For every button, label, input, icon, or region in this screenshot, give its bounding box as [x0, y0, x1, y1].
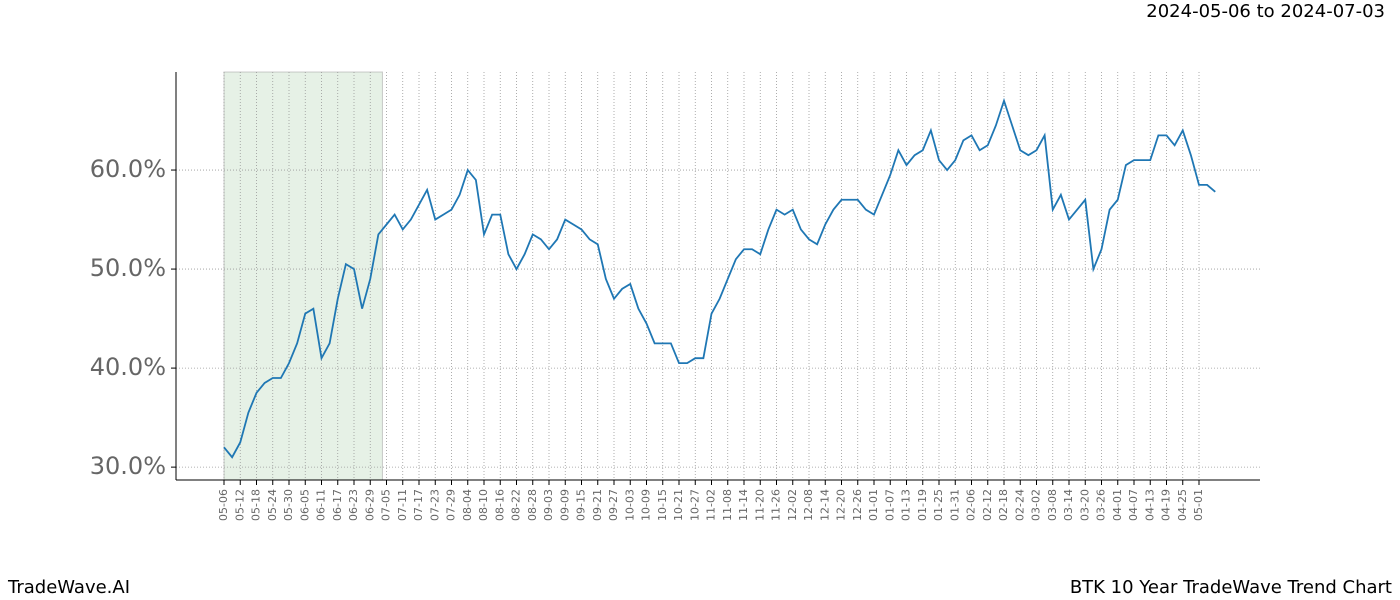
x-tick-label: 05-06 [217, 489, 230, 521]
x-tick-label: 09-27 [607, 489, 620, 521]
x-tick-label: 12-08 [802, 489, 815, 521]
x-tick-label: 07-11 [396, 489, 409, 521]
x-tick-label: 12-14 [818, 489, 831, 521]
x-tick-label: 02-24 [1013, 489, 1026, 521]
x-tick-label: 02-06 [965, 489, 978, 521]
x-tick-label: 09-21 [591, 489, 604, 521]
x-tick-label: 05-12 [233, 489, 246, 521]
x-tick-label: 08-22 [510, 489, 523, 521]
x-tick-label: 05-30 [282, 489, 295, 521]
x-tick-label: 04-25 [1176, 489, 1189, 521]
footer-brand: TradeWave.AI [7, 577, 130, 598]
x-tick-label: 11-08 [721, 489, 734, 521]
x-tick-label: 06-17 [331, 489, 344, 521]
x-tick-label: 10-09 [640, 489, 653, 521]
y-tick-label: 50.0% [90, 254, 166, 282]
x-tick-label: 08-04 [461, 489, 474, 521]
x-tick-label: 04-13 [1143, 489, 1156, 521]
trend-line [223, 97, 1216, 459]
x-tick-label: 12-02 [786, 489, 799, 521]
x-tick-label: 07-29 [445, 489, 458, 521]
y-tick-label: 30.0% [90, 452, 166, 480]
x-tick-label: 04-01 [1111, 489, 1124, 521]
x-tick-label: 09-09 [558, 489, 571, 521]
x-tick-label: 02-12 [981, 489, 994, 521]
x-tick-label: 05-01 [1192, 489, 1205, 521]
x-tick-label: 03-20 [1078, 489, 1091, 521]
x-tick-label: 01-01 [867, 489, 880, 521]
x-tick-label: 08-28 [526, 489, 539, 521]
x-tick-label: 11-14 [737, 489, 750, 521]
x-tick-label: 12-26 [851, 489, 864, 521]
x-tick-label: 12-20 [835, 489, 848, 521]
x-tick-label: 10-27 [688, 489, 701, 521]
footer-title: BTK 10 Year TradeWave Trend Chart [1070, 577, 1392, 598]
x-tick-label: 07-17 [412, 489, 425, 521]
x-tick-label: 08-16 [493, 489, 506, 521]
x-tick-label: 11-26 [770, 489, 783, 521]
x-tick-label: 05-18 [250, 489, 263, 521]
x-tick-label: 01-31 [948, 489, 961, 521]
x-tick-label: 07-23 [428, 489, 441, 521]
date-range: 2024-05-06 to 2024-07-03 [1146, 1, 1385, 22]
highlight-region [223, 71, 383, 481]
x-tick-label: 10-21 [672, 489, 685, 521]
x-tick-label: 11-20 [753, 489, 766, 521]
x-tick-label: 04-07 [1127, 489, 1140, 521]
y-tick-label: 40.0% [90, 353, 166, 381]
x-tick-label: 03-14 [1062, 489, 1075, 521]
x-tick-label: 01-25 [932, 489, 945, 521]
y-tick-label: 60.0% [90, 155, 166, 183]
x-tick-label: 10-15 [656, 489, 669, 521]
x-tick-label: 03-08 [1046, 489, 1059, 521]
x-tick-label: 02-18 [997, 489, 1010, 521]
x-tick-label: 10-03 [623, 489, 636, 521]
x-tick-label: 06-29 [363, 489, 376, 521]
x-tick-label: 08-10 [477, 489, 490, 521]
x-tick-label: 06-23 [347, 489, 360, 521]
x-tick-label: 09-15 [575, 489, 588, 521]
x-tick-label: 04-19 [1160, 489, 1173, 521]
x-tick-label: 09-03 [542, 489, 555, 521]
x-tick-label: 01-13 [900, 489, 913, 521]
x-tick-label: 06-05 [298, 489, 311, 521]
x-tick-label: 01-07 [883, 489, 896, 521]
x-tick-label: 01-19 [916, 489, 929, 521]
x-tick-label: 06-11 [315, 489, 328, 521]
x-tick-label: 03-26 [1095, 489, 1108, 521]
x-tick-label: 11-02 [705, 489, 718, 521]
x-tick-label: 07-05 [380, 489, 393, 521]
x-tick-label: 05-24 [266, 489, 279, 521]
x-tick-label: 03-02 [1030, 489, 1043, 521]
